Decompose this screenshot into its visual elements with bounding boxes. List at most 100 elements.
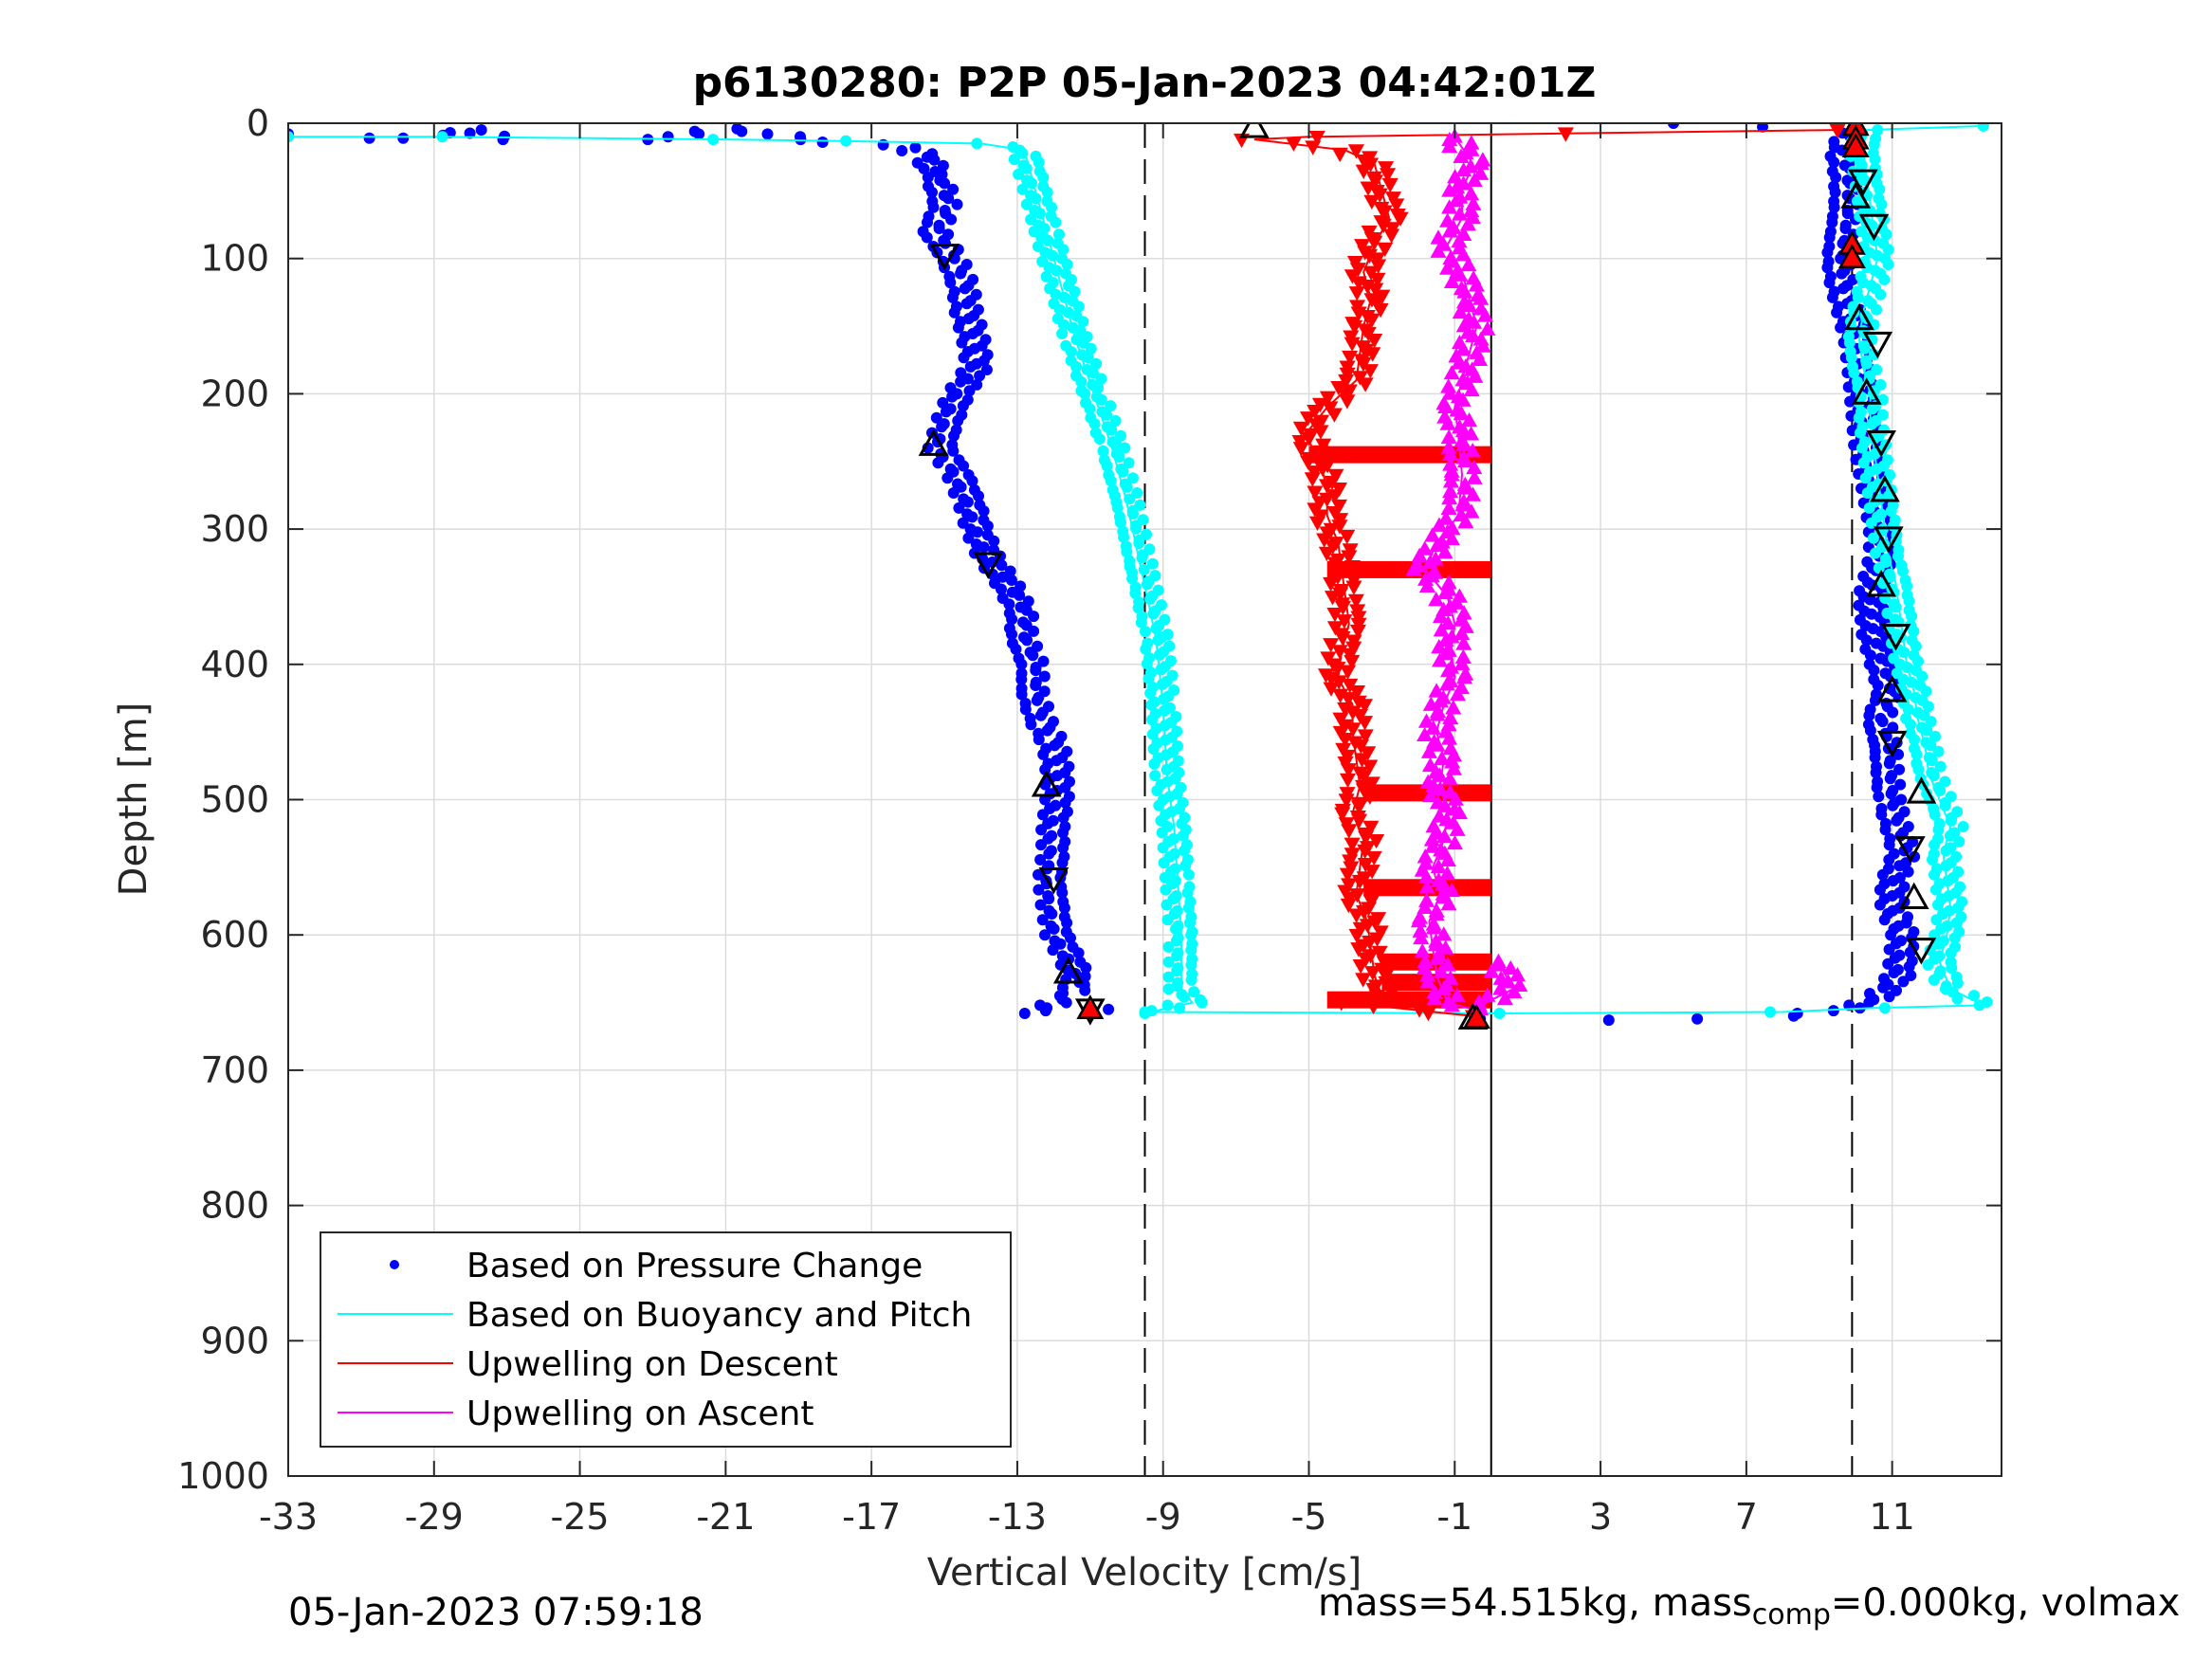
data-point — [1456, 480, 1473, 495]
data-point — [1144, 687, 1157, 700]
data-point — [1050, 216, 1062, 228]
data-point — [1873, 791, 1885, 803]
data-point — [1153, 799, 1165, 811]
data-point — [1135, 616, 1147, 629]
data-point — [1928, 848, 1940, 860]
data-point — [1146, 557, 1159, 570]
data-point — [1939, 775, 1951, 788]
data-point — [1084, 403, 1096, 415]
data-point — [1364, 347, 1381, 362]
y-tick-label: 800 — [200, 1185, 269, 1227]
data-point — [1929, 730, 1941, 742]
data-point — [1324, 591, 1342, 606]
data-point — [1132, 602, 1144, 614]
data-point — [1126, 472, 1139, 484]
data-point — [1764, 1006, 1776, 1018]
data-point — [1014, 589, 1026, 601]
data-point — [1932, 832, 1945, 845]
marker-point — [1876, 675, 1908, 702]
data-point — [1449, 821, 1466, 836]
data-point — [1410, 912, 1428, 928]
data-point — [1872, 124, 1884, 137]
data-point — [1447, 791, 1464, 806]
data-point — [1903, 604, 1915, 616]
data-point — [1888, 652, 1900, 665]
data-point — [1018, 1008, 1031, 1019]
data-point — [1841, 174, 1854, 187]
data-point — [1425, 920, 1442, 935]
data-point — [1139, 1006, 1151, 1018]
y-tick-label: 400 — [200, 644, 269, 685]
data-point — [1490, 953, 1507, 969]
data-point — [1436, 828, 1453, 844]
data-point — [1911, 706, 1924, 719]
data-point — [397, 132, 410, 144]
data-point — [1392, 211, 1409, 227]
data-point — [1057, 811, 1069, 824]
data-point — [1887, 499, 1899, 511]
data-point — [1948, 827, 1961, 839]
data-point — [1417, 713, 1435, 728]
data-point — [1441, 137, 1458, 154]
data-point — [1061, 259, 1073, 270]
data-point — [1065, 932, 1076, 944]
data-point — [1951, 806, 1964, 818]
data-point — [1882, 863, 1894, 875]
data-point — [1376, 205, 1393, 220]
data-point — [1859, 643, 1872, 655]
data-point — [1429, 537, 1446, 553]
x-tick-label: 11 — [1869, 1496, 1914, 1538]
data-point — [1140, 626, 1151, 638]
data-point — [1909, 742, 1920, 755]
data-point — [978, 541, 990, 554]
marker-point — [1898, 882, 1929, 909]
data-point — [1888, 848, 1900, 860]
data-point — [1437, 939, 1454, 955]
data-point — [1442, 709, 1459, 725]
data-point — [1350, 813, 1368, 829]
data-point — [928, 154, 941, 166]
series-1 — [288, 123, 1993, 1019]
data-point — [1368, 834, 1385, 849]
data-point — [1355, 973, 1372, 988]
data-point — [1162, 983, 1175, 995]
data-point — [1862, 295, 1874, 307]
data-point — [1292, 421, 1309, 437]
data-point — [1875, 508, 1887, 520]
data-point — [952, 321, 964, 334]
data-point — [1043, 848, 1055, 860]
data-point — [1046, 908, 1058, 920]
data-point — [1945, 842, 1957, 854]
data-point — [1033, 156, 1045, 169]
data-point — [939, 177, 951, 190]
data-point — [960, 298, 973, 310]
data-point — [1444, 754, 1461, 769]
data-point — [1101, 409, 1112, 421]
data-point — [1861, 556, 1874, 568]
data-point — [1121, 546, 1133, 558]
data-point — [959, 283, 971, 295]
legend-label: Upwelling on Ascent — [466, 1395, 814, 1433]
data-point — [1334, 807, 1351, 822]
data-point — [1871, 364, 1883, 375]
data-point — [1930, 863, 1943, 875]
data-point — [1095, 373, 1107, 385]
data-point — [955, 267, 967, 280]
data-point — [1875, 803, 1888, 814]
data-point — [761, 128, 774, 140]
data-point — [1039, 929, 1051, 941]
data-point — [1479, 320, 1496, 336]
marker-point — [918, 428, 949, 456]
data-point — [1466, 172, 1483, 187]
data-point — [1079, 984, 1091, 996]
data-point — [1323, 638, 1340, 653]
data-point — [1028, 611, 1040, 623]
data-point — [1033, 734, 1045, 746]
data-point — [1851, 375, 1863, 388]
data-point — [1070, 360, 1083, 373]
data-point — [1883, 568, 1895, 580]
data-point — [1034, 899, 1047, 911]
data-point — [1363, 313, 1380, 328]
data-point — [1422, 696, 1439, 711]
data-point — [1348, 928, 1365, 944]
